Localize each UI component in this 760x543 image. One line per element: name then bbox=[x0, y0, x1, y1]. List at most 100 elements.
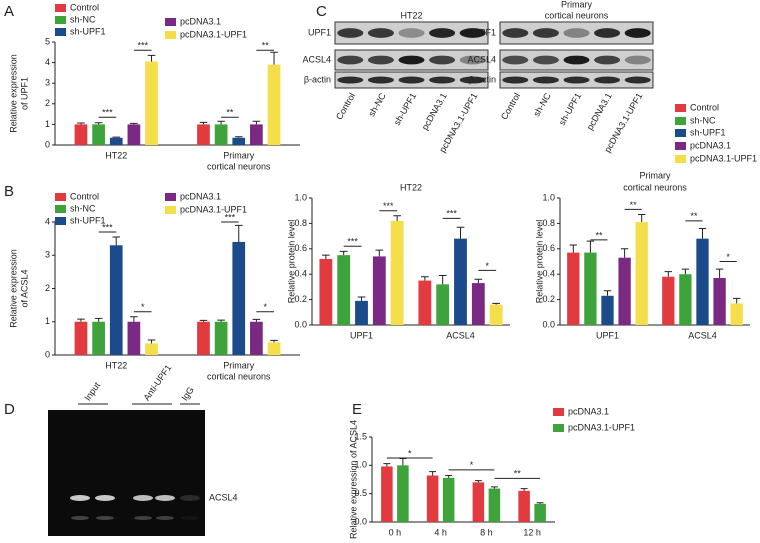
bar bbox=[337, 255, 351, 325]
legend-label: sh-NC bbox=[690, 115, 716, 125]
blot-title: HT22 bbox=[400, 10, 422, 20]
x-tick-label: cortical neurons bbox=[207, 371, 271, 381]
significance-label: *** bbox=[347, 237, 358, 247]
panel-letter: C bbox=[316, 3, 327, 20]
x-tick-label: Primary bbox=[223, 360, 254, 370]
bar bbox=[390, 220, 404, 325]
significance-label: ** bbox=[630, 200, 638, 210]
gel-band bbox=[181, 516, 199, 520]
error-bar bbox=[520, 488, 528, 491]
blot-band bbox=[563, 55, 590, 65]
legend-label: pcDNA3.1-UPF1 bbox=[180, 29, 247, 39]
error-bar bbox=[399, 458, 407, 466]
error-bar bbox=[456, 226, 465, 239]
bar bbox=[214, 124, 228, 145]
gel-band bbox=[180, 495, 200, 501]
y-tick-label: 0.8 bbox=[294, 218, 307, 228]
error-bar bbox=[681, 268, 690, 275]
bar bbox=[442, 477, 455, 522]
gel-band-label: ACSL4 bbox=[209, 492, 238, 502]
blot-band bbox=[398, 55, 425, 65]
y-tick-label: 3 bbox=[45, 250, 50, 260]
blot-band bbox=[337, 55, 364, 65]
blot-band bbox=[532, 76, 559, 84]
legend-swatch bbox=[55, 28, 66, 36]
y-tick-label: 4 bbox=[45, 57, 50, 67]
blot-band bbox=[398, 28, 425, 38]
bar bbox=[355, 300, 368, 325]
x-tick-label: ACSL4 bbox=[446, 330, 475, 340]
x-tick-label: 0 h bbox=[389, 527, 402, 537]
blot-band bbox=[502, 55, 529, 65]
blot-lane-label: Control bbox=[499, 91, 522, 121]
y-axis-title: of UPF1 bbox=[19, 77, 29, 110]
error-bar bbox=[77, 122, 85, 125]
legend-label: Control bbox=[70, 2, 99, 12]
bar bbox=[436, 284, 450, 325]
bar bbox=[730, 303, 743, 325]
x-tick-label: 4 h bbox=[434, 527, 447, 537]
blot-band bbox=[367, 76, 394, 84]
bar bbox=[74, 321, 88, 355]
blot-lane-label: pcDNA3.1 bbox=[585, 91, 614, 132]
y-tick-label: 1.0 bbox=[542, 192, 555, 202]
chart-title: HT22 bbox=[400, 182, 422, 192]
bar bbox=[489, 304, 503, 325]
gel-band bbox=[95, 495, 115, 501]
blot-row-label: ACSL4 bbox=[467, 54, 496, 64]
legend-label: pcDNA3.1 bbox=[180, 191, 221, 201]
bar bbox=[232, 241, 246, 355]
bar bbox=[250, 124, 263, 145]
blot-band bbox=[532, 28, 559, 38]
blot-band bbox=[624, 55, 651, 65]
bar bbox=[127, 124, 141, 145]
legend-label: pcDNA3.1-UPF1 bbox=[180, 204, 247, 214]
y-tick-label: 1.0 bbox=[294, 192, 307, 202]
error-bar bbox=[586, 240, 595, 253]
x-tick-label: Primary bbox=[223, 150, 254, 160]
blot-band bbox=[532, 55, 559, 65]
bar bbox=[534, 503, 546, 522]
y-tick-label: 0.0 bbox=[354, 516, 367, 526]
bar bbox=[267, 342, 281, 355]
x-tick-label: HT22 bbox=[105, 150, 127, 160]
significance-label: *** bbox=[102, 108, 113, 118]
x-tick-label: 8 h bbox=[480, 527, 493, 537]
panel-letter: E bbox=[352, 401, 362, 418]
bar bbox=[109, 137, 123, 145]
y-tick-label: 4 bbox=[45, 216, 50, 226]
blot-band bbox=[429, 28, 456, 38]
blot-row-label: UPF1 bbox=[473, 27, 496, 37]
error-bar bbox=[383, 463, 391, 467]
bar bbox=[127, 321, 141, 355]
bar bbox=[232, 137, 246, 145]
error-bar bbox=[733, 297, 741, 304]
bar bbox=[488, 488, 501, 522]
bar bbox=[197, 321, 210, 355]
x-tick-label: UPF1 bbox=[350, 330, 373, 340]
legend-swatch bbox=[55, 205, 66, 213]
blot-lane-label: sh-UPF1 bbox=[392, 91, 418, 127]
bar bbox=[109, 245, 123, 355]
error-bar bbox=[217, 319, 225, 322]
blot-band bbox=[563, 76, 590, 84]
blot-band bbox=[429, 55, 456, 65]
blot-row-label: UPF1 bbox=[308, 27, 331, 37]
bar bbox=[381, 466, 393, 522]
y-tick-label: 0.0 bbox=[294, 319, 307, 329]
error-bar bbox=[112, 136, 121, 138]
legend-swatch bbox=[675, 117, 686, 125]
legend-swatch bbox=[675, 142, 686, 150]
y-tick-label: 2 bbox=[45, 98, 50, 108]
error-bar bbox=[252, 120, 261, 125]
error-bar bbox=[199, 319, 208, 322]
error-bar bbox=[339, 250, 348, 256]
y-axis-title: Relative expression bbox=[8, 249, 18, 328]
bar bbox=[679, 274, 692, 325]
bar bbox=[397, 465, 409, 522]
legend-swatch bbox=[55, 16, 66, 24]
error-bar bbox=[130, 316, 138, 322]
legend-swatch bbox=[55, 4, 66, 12]
blot-band bbox=[337, 28, 364, 38]
